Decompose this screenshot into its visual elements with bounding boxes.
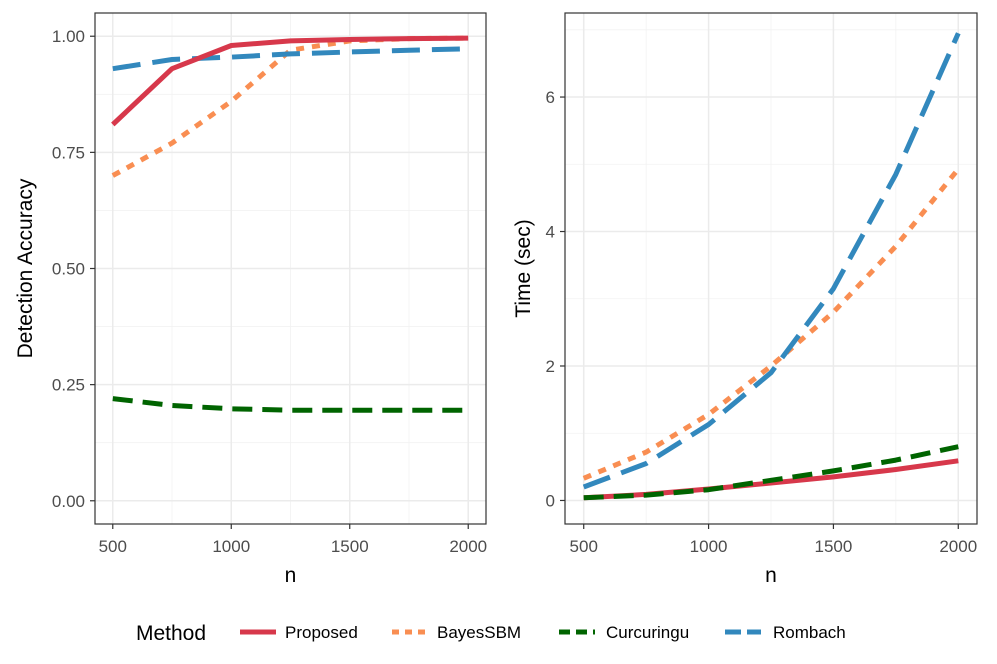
y-tick-label: 1.00 <box>52 27 85 46</box>
y-tick-label: 0.25 <box>52 376 85 395</box>
x-axis-title: n <box>285 564 297 587</box>
y-tick-label: 0 <box>546 491 555 510</box>
x-axis-title: n <box>765 564 777 587</box>
x-tick-label: 1000 <box>212 537 250 556</box>
legend: Method Proposed BayesSBM Curcuringu Rombach <box>136 622 846 645</box>
x-tick-label: 1000 <box>690 537 728 556</box>
y-tick-label: 0.00 <box>52 492 85 511</box>
legend-label-proposed: Proposed <box>285 623 358 642</box>
legend-label-curcuringu: Curcuringu <box>606 623 689 642</box>
x-tick-label: 2000 <box>449 537 487 556</box>
y-tick-label: 0.50 <box>52 260 85 279</box>
x-tick-label: 1500 <box>331 537 369 556</box>
x-tick-label: 500 <box>570 537 598 556</box>
series-line-rombach <box>582 32 961 490</box>
y-axis-title: Time (sec) <box>512 219 535 317</box>
time-panel: 500 1000 1500 2000 0 2 4 6 n Time (sec) <box>512 12 978 587</box>
legend-label-rombach: Rombach <box>773 623 846 642</box>
series-line-rombach <box>112 46 469 72</box>
panel-border <box>564 12 978 525</box>
y-tick-label: 2 <box>546 357 555 376</box>
legend-title: Method <box>136 622 206 645</box>
series-line-bayessbm <box>582 167 961 481</box>
series-line-curcuringu <box>583 444 959 501</box>
y-tick-label: 6 <box>546 88 555 107</box>
x-tick-label: 1500 <box>815 537 853 556</box>
y-axis-title: Detection Accuracy <box>14 178 37 358</box>
y-tick-label: 0.75 <box>52 143 85 162</box>
x-tick-label: 2000 <box>939 537 977 556</box>
legend-label-bayessbm: BayesSBM <box>437 623 521 642</box>
series-line-proposed <box>111 35 469 127</box>
legend-items: Proposed BayesSBM Curcuringu Rombach <box>240 623 846 642</box>
x-tick-label: 500 <box>99 537 127 556</box>
y-tick-label: 4 <box>546 223 555 242</box>
accuracy-panel: 500 1000 1500 2000 0.00 0.25 0.50 0.75 1.00 n Dete… <box>14 12 487 587</box>
